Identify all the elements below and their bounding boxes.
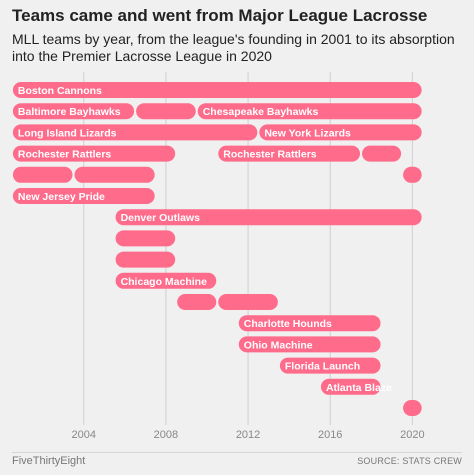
team-bar-row4-1 <box>12 145 176 162</box>
team-bar-label: Chesapeake Bayhawks <box>203 106 319 118</box>
team-bar-row12-1 <box>238 315 381 332</box>
chart-subtitle: MLL teams by year, from the league's fou… <box>12 31 455 64</box>
team-bar-row14-1 <box>279 357 381 374</box>
team-bar-row3-2 <box>259 124 422 141</box>
team-bar-row11-1 <box>177 294 217 310</box>
team-bar-row6-1 <box>12 188 155 204</box>
team-bar-row15-1 <box>320 378 381 395</box>
team-bar-row10-1 <box>115 272 217 289</box>
x-tick-label-2016: 2016 <box>318 429 342 441</box>
footer-source: SOURCE: STATS CREW <box>357 456 462 466</box>
team-bar-row4-2 <box>218 145 361 162</box>
x-tick-label-2004: 2004 <box>72 429 96 441</box>
chart-title: Teams came and went from Major League La… <box>12 6 428 25</box>
team-bar-row2-2 <box>136 103 196 120</box>
team-bar-row8-1 <box>115 230 176 247</box>
team-bar-label: Chicago Machine <box>121 276 208 288</box>
footer-divider <box>12 452 462 453</box>
team-bar-label: Charlotte Hounds <box>244 318 332 330</box>
team-bar-row5-1 <box>12 166 73 183</box>
x-tick-label-2008: 2008 <box>154 429 178 441</box>
footer-brand: FiveThirtyEight <box>12 455 86 467</box>
team-bar-row7-1 <box>115 209 422 226</box>
team-bar-row11-2 <box>218 294 278 310</box>
team-bar-label: Florida Launch <box>285 361 360 373</box>
team-bar-label: Denver Outlaws <box>121 212 201 224</box>
team-bar-row1-1 <box>12 82 422 98</box>
team-bar-label: Ohio Machine <box>244 339 313 351</box>
x-tick-label-2020: 2020 <box>400 429 424 441</box>
team-bar-row5-3 <box>403 166 422 183</box>
team-bar-row13-1 <box>238 336 381 353</box>
team-bar-row16-1 <box>403 400 422 416</box>
team-bar-label: Rochester Rattlers <box>18 149 112 161</box>
team-bar-label: Long Island Lizards <box>18 127 117 139</box>
team-bar-row2-3 <box>197 103 422 120</box>
team-bar-row3-1 <box>12 124 258 141</box>
team-bar-label: Boston Cannons <box>18 85 102 97</box>
team-bar-row5-2 <box>74 166 155 183</box>
team-bar-label: New Jersey Pride <box>18 191 105 203</box>
team-bar-row4-3 <box>362 145 402 162</box>
team-bar-label: Atlanta Blaze <box>326 382 392 394</box>
team-bar-row9-1 <box>115 251 176 268</box>
team-bar-row2-1 <box>12 103 135 120</box>
team-bar-label: Rochester Rattlers <box>223 149 317 161</box>
team-bar-label: Baltimore Bayhawks <box>18 106 121 118</box>
team-bar-label: New York Lizards <box>264 127 351 139</box>
x-tick-label-2012: 2012 <box>236 429 260 441</box>
